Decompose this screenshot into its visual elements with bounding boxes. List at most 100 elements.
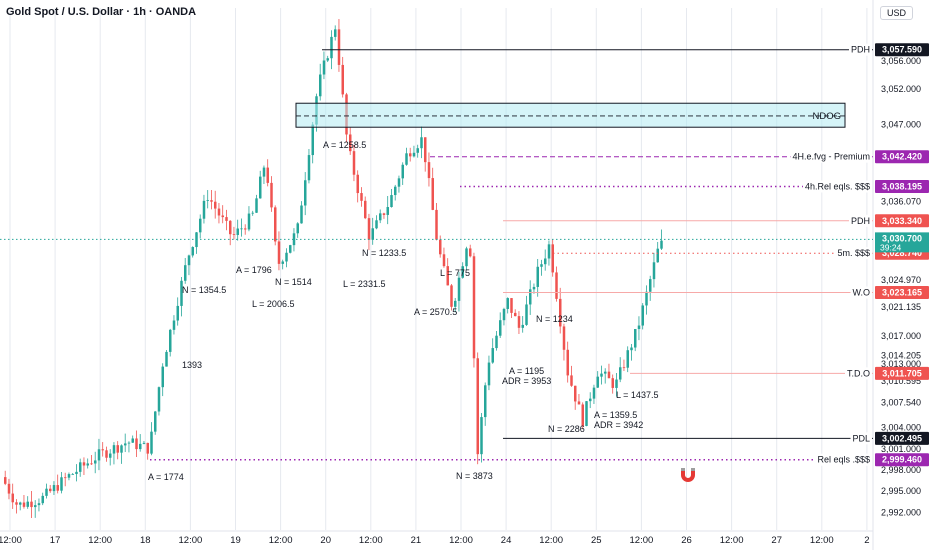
candle-body (64, 477, 67, 479)
price-box-text: 3,028.740 (882, 248, 922, 258)
candle-body (45, 488, 48, 496)
candle-body (570, 375, 573, 386)
candle-body (281, 261, 284, 264)
x-tick-label: 12:00 (359, 535, 383, 546)
candle-body (131, 438, 134, 443)
y-tick-label: 3,047.000 (881, 119, 921, 129)
candle-body (600, 373, 603, 377)
y-tick-label: 3,056.000 (881, 56, 921, 66)
x-tick-label: 25 (591, 535, 602, 546)
candle-body (540, 264, 543, 267)
candle-body (274, 207, 277, 242)
chart-title: Gold Spot / U.S. Dollar · 1h · OANDA (6, 6, 197, 18)
candle-body (544, 258, 547, 265)
candle-body (641, 305, 644, 326)
candle-body (337, 29, 341, 65)
candle-body (292, 233, 296, 246)
candle-body (536, 266, 539, 287)
candle-body (626, 350, 629, 368)
candle-body (49, 488, 52, 492)
annotation-label: N = 2286 (548, 424, 585, 434)
candle-body (11, 493, 14, 503)
annotation-label: N = 1233.5 (362, 248, 406, 258)
x-tick-label: 24 (501, 535, 512, 546)
x-tick-label: 12:00 (720, 535, 744, 546)
candle-body (334, 29, 337, 37)
candle-body (270, 182, 273, 208)
level-label: 5m. $$$ (837, 248, 870, 258)
candle-body (604, 371, 607, 374)
annotation-label: ADR = 3953 (502, 376, 551, 386)
level-label: Rel eqls .$$$ (817, 455, 870, 465)
y-tick-label: 3,013.000 (881, 359, 921, 369)
candle-body (300, 205, 303, 224)
candle-body (172, 320, 176, 330)
price-box (875, 286, 929, 300)
y-tick-label: 3,010.595 (881, 376, 921, 386)
level-label: NDOG (813, 111, 842, 122)
candle-body (4, 477, 7, 484)
y-tick-label: 3,052.000 (881, 84, 921, 94)
level-label-bg (850, 286, 872, 299)
candle-body (214, 201, 217, 209)
candle-body (217, 208, 221, 216)
magnet-icon (681, 468, 695, 482)
candle-body (135, 438, 138, 450)
candle-body (465, 248, 468, 267)
candle-body (521, 324, 524, 328)
candle-body (139, 443, 142, 450)
candle-body (611, 378, 614, 388)
level-label: 4h.Rel eqls. $$$ (805, 182, 870, 192)
price-box (875, 180, 929, 194)
candle-body (255, 198, 258, 213)
candle-body (322, 60, 326, 75)
candle-body (352, 151, 356, 175)
x-tick-label: 12:00 (449, 535, 473, 546)
candle-body (630, 347, 633, 351)
price-box-text: 3,011.705 (882, 368, 922, 378)
y-tick-label: 3,017.000 (881, 331, 921, 341)
candle-body (596, 376, 599, 388)
candle-body (619, 367, 622, 380)
annotation-label: A = 1195 (509, 366, 544, 376)
candle-body (386, 207, 389, 215)
candle-body (22, 502, 26, 507)
annotation-label: L = 1437.5 (616, 390, 658, 400)
candle-body (187, 255, 191, 266)
annotation-label: 1393 (182, 360, 202, 370)
annotation-label: N = 1354.5 (182, 285, 226, 295)
candle-body (401, 164, 404, 179)
price-box (875, 214, 929, 228)
candle-body (581, 404, 584, 426)
candle-body (371, 228, 374, 240)
x-tick-label: 27 (771, 535, 782, 546)
candle-body (349, 134, 352, 152)
candle-body (416, 148, 419, 153)
candle-body (82, 462, 86, 466)
y-tick-label: 3,024.970 (881, 275, 921, 285)
candle-body (60, 477, 63, 491)
annotation-label: A = 1774 (148, 472, 184, 482)
candle-body (431, 178, 434, 210)
candle-body (592, 387, 596, 399)
annotation-label: N = 1514 (275, 277, 312, 287)
candle-body (487, 362, 491, 386)
candle-body (289, 245, 292, 253)
candle-body (637, 325, 641, 330)
candle-body (202, 200, 206, 219)
y-tick-label: 3,007.540 (881, 398, 921, 408)
price-box (875, 453, 929, 467)
candle-body (424, 137, 427, 163)
candle-body (161, 366, 164, 388)
candle-body (645, 291, 648, 306)
candle-body (244, 228, 247, 230)
y-tick-label: 3,014.205 (881, 351, 921, 361)
level-label-bg (815, 453, 872, 466)
currency-button[interactable]: USD (880, 6, 914, 20)
annotation-label: A = 1796 (236, 265, 272, 275)
current-price-text: 3,030.700 (882, 233, 922, 243)
candle-body (457, 277, 461, 301)
candle-body (75, 471, 78, 475)
candle-body (19, 502, 22, 505)
